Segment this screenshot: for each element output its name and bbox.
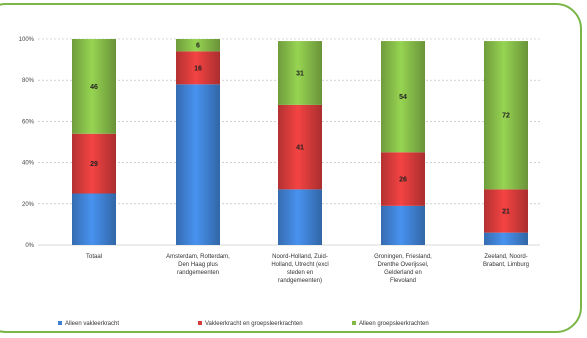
data-label: 54 [399, 94, 407, 101]
data-label: 21 [502, 209, 510, 216]
data-label: 29 [90, 161, 98, 168]
x-category-label: Noord-Holland, Zuid-Holland, Utrecht (ex… [271, 254, 328, 284]
legend-label: Vakleerkracht en groepsleerkrachten [205, 321, 303, 327]
x-category-label: Zeeland, Noord-Brabant, Limburg [483, 254, 529, 268]
bars: 29 46 16 6 41 31 26 54 21 72 [72, 39, 528, 245]
x-category-label: Totaal [86, 254, 102, 260]
bar-segment [381, 205, 425, 245]
bar-segment [176, 39, 220, 52]
y-tick-label: 100% [19, 37, 35, 43]
data-label: 26 [399, 177, 407, 184]
data-label: 41 [296, 145, 304, 152]
bar-segment [278, 189, 322, 245]
bar-segment [484, 189, 528, 233]
data-label: 72 [502, 113, 510, 120]
bar-segment [484, 232, 528, 245]
bar-segment [72, 193, 116, 245]
bar-segment [484, 41, 528, 190]
bar-segment [381, 152, 425, 206]
bar-segment [381, 41, 425, 153]
y-tick-label: 40% [22, 161, 35, 167]
y-tick-label: 0% [25, 243, 34, 249]
data-label: 31 [296, 70, 304, 77]
legend-swatch [352, 321, 356, 325]
x-category-label: Amsterdam, Rotterdam, Den Haag plus randge… [166, 254, 230, 276]
bar-segment [176, 51, 220, 85]
legend-label: Alleen vakleerkracht [65, 321, 119, 327]
x-category-label: Groningen, Friesland, Drenthe Overijssel,… [374, 254, 432, 284]
data-label: 6 [196, 43, 200, 50]
bar-segment [278, 104, 322, 190]
legend-label: Alleen groepsleerkrachten [359, 321, 429, 327]
y-tick-label: 60% [22, 119, 35, 125]
data-label: 16 [194, 65, 202, 72]
bar-segment [278, 41, 322, 105]
y-axis: 0% 20% 40% 60% 80% 100% [19, 37, 35, 249]
x-axis: Totaal Amsterdam, Rotterdam, Den Haag plus… [86, 254, 529, 284]
y-tick-label: 80% [22, 78, 35, 84]
bar-segment [176, 84, 220, 245]
y-tick-label: 20% [22, 202, 35, 208]
legend-swatch [58, 321, 62, 325]
legend-swatch [198, 321, 202, 325]
bar-segment [72, 39, 116, 134]
bar-segment [72, 133, 116, 194]
data-label: 46 [90, 84, 98, 91]
legend: Alleen vakleerkracht Vakleerkracht en gro… [58, 321, 429, 327]
